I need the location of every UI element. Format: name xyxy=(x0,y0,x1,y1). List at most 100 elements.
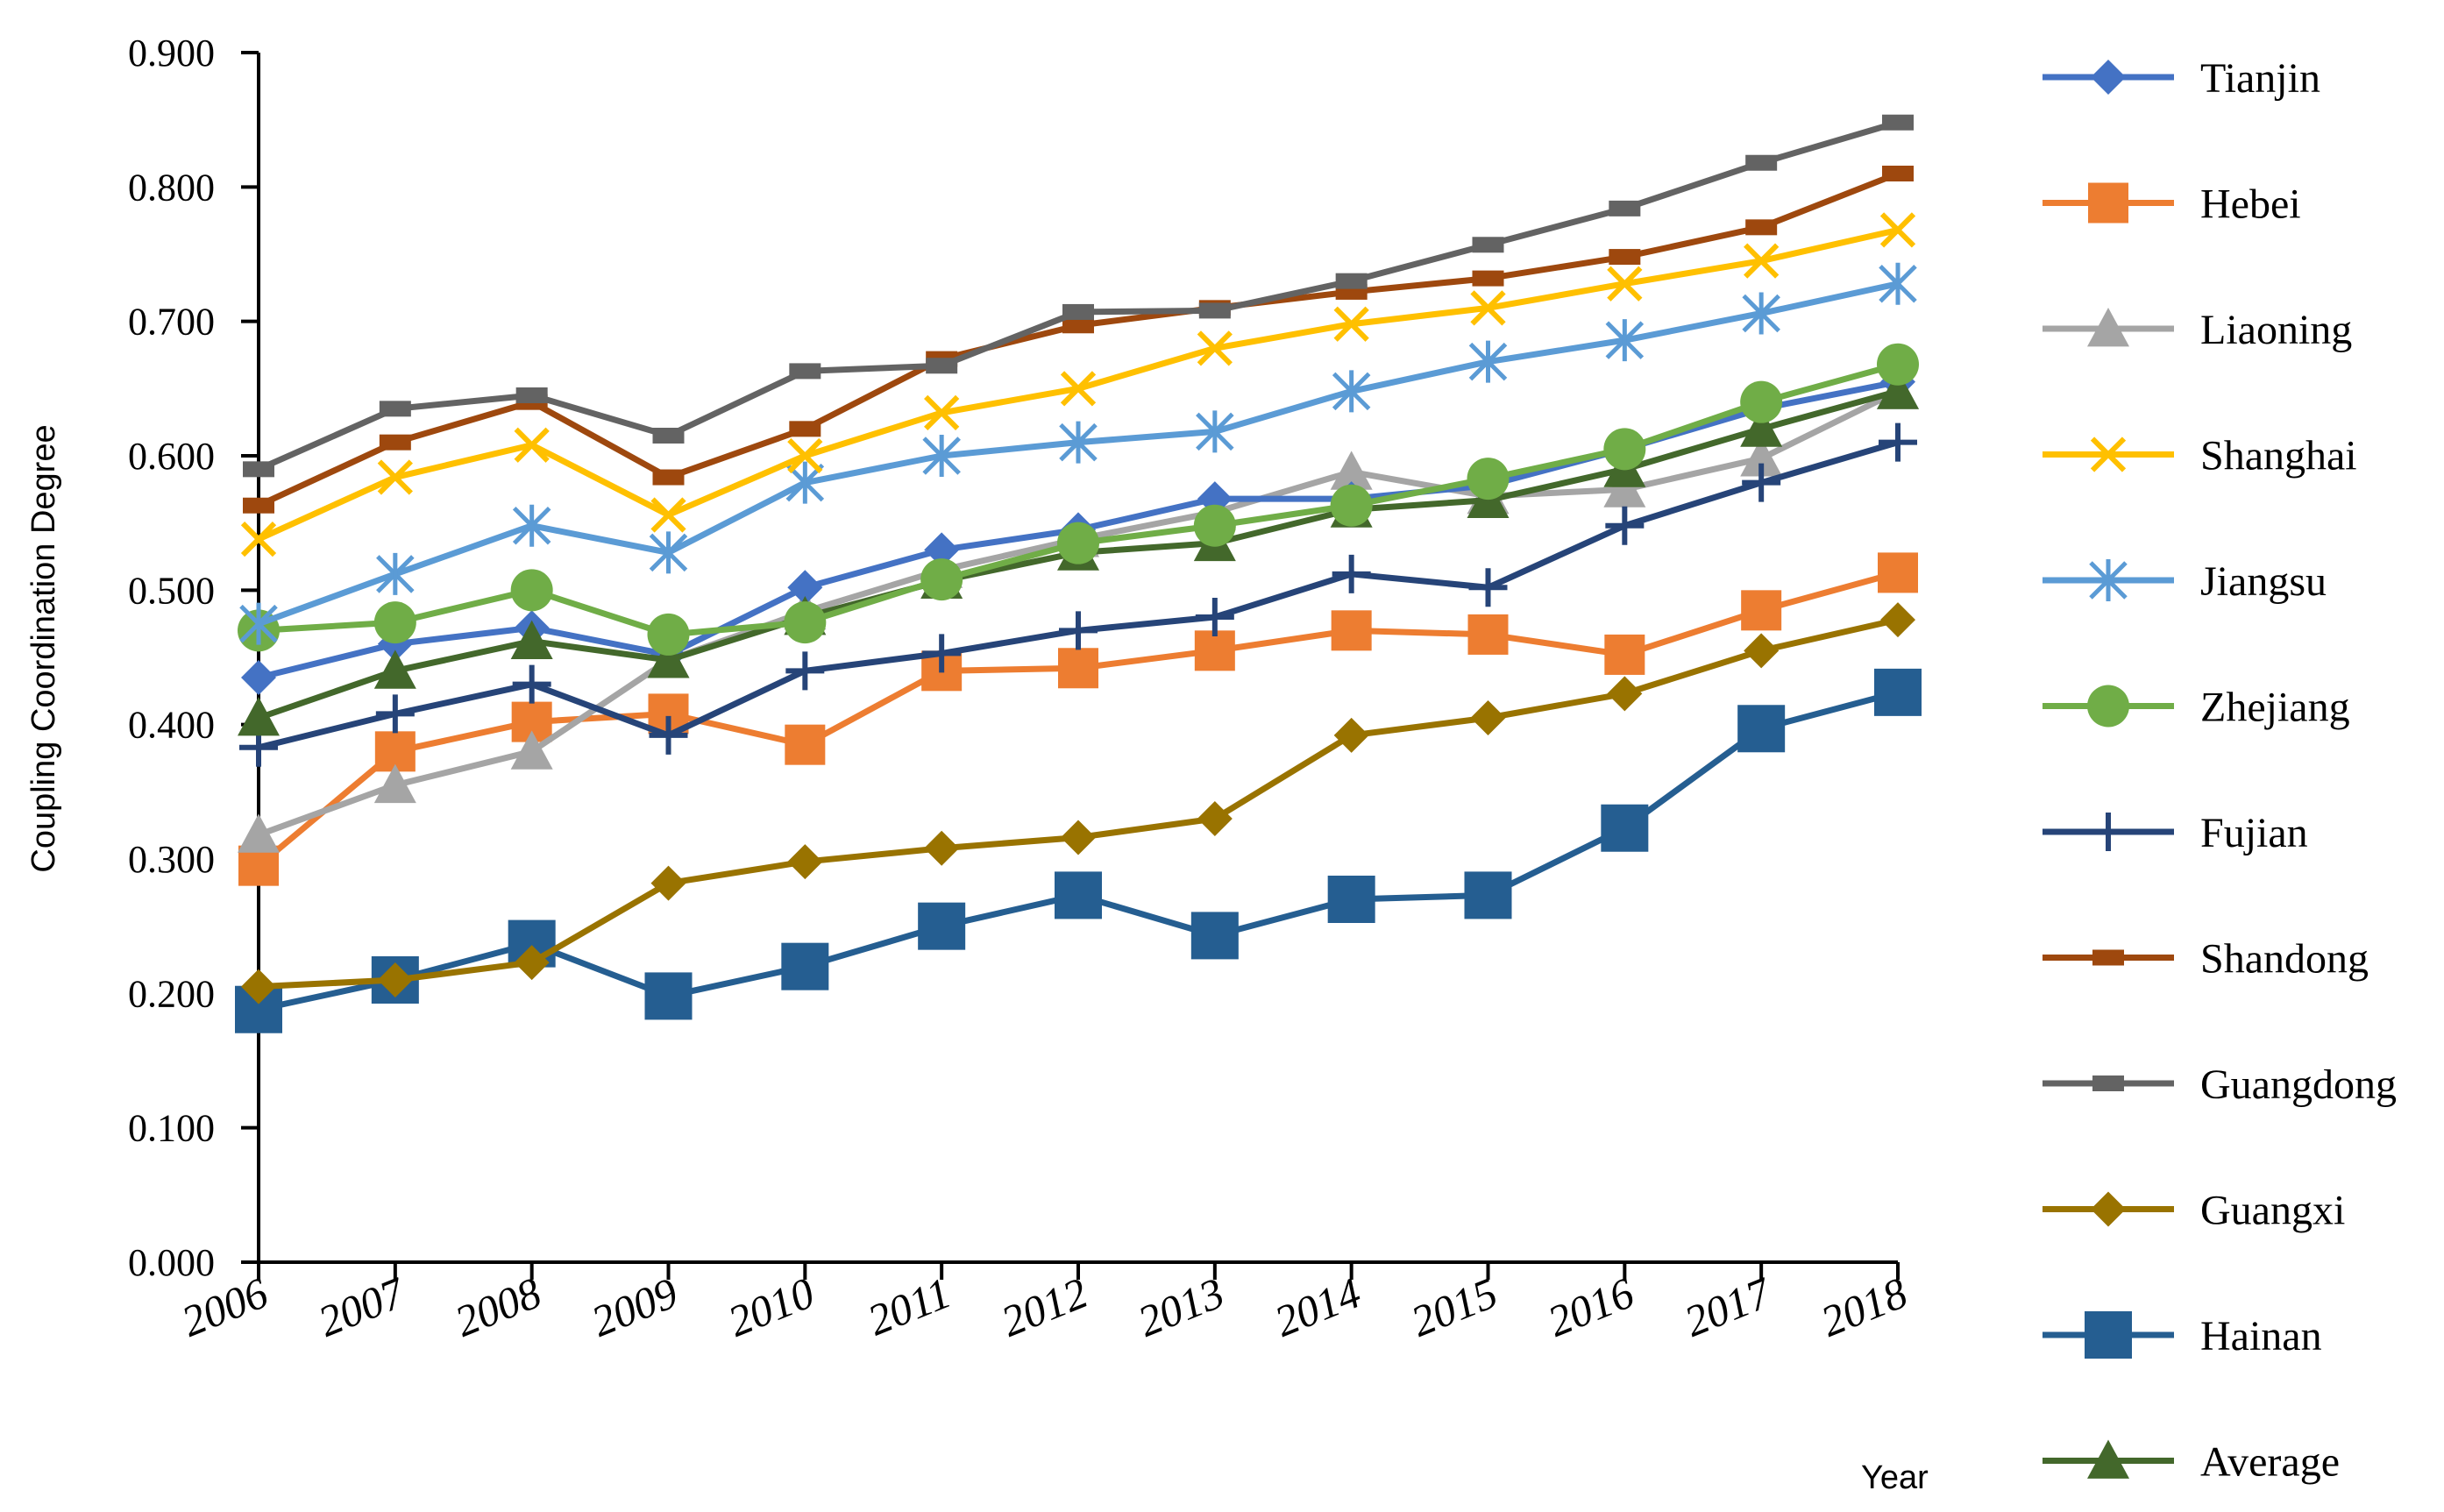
data-point-shanghai-2007 xyxy=(377,459,413,495)
legend-item-zhejiang: Zhejiang xyxy=(2043,685,2350,731)
data-point-hebei-2018 xyxy=(1878,552,1918,593)
legend-marker-shanghai xyxy=(2090,437,2127,472)
data-point-guangxi-2006 xyxy=(241,969,276,1004)
data-point-guangxi-2017 xyxy=(1744,633,1780,669)
data-point-guangdong-2011 xyxy=(926,358,958,374)
plot-area: 0.000 0.100 0.200 0.300 0.400 0.500 0.600 0.700… xyxy=(128,32,1922,1346)
data-point-guangxi-2010 xyxy=(787,844,823,880)
data-point-hebei-2017 xyxy=(1741,590,1782,631)
x-tick-label: 2011 xyxy=(861,1267,957,1345)
data-point-guangdong-2014 xyxy=(1335,273,1368,289)
x-axis-title: Year xyxy=(1861,1459,1929,1496)
marker-stroke xyxy=(1607,266,1643,302)
data-point-shandong-2018 xyxy=(1882,166,1914,181)
data-point-jiangsu-2012 xyxy=(1059,421,1098,464)
data-point-guangxi-2009 xyxy=(650,865,686,901)
data-point-guangxi-2008 xyxy=(514,945,550,981)
data-point-fujian-2007 xyxy=(375,694,415,734)
legend-label-guangdong: Guangdong xyxy=(2200,1061,2397,1108)
x-tick-label: 2007 xyxy=(311,1267,413,1346)
series-guangdong xyxy=(243,114,1914,478)
data-point-liaoning-2007 xyxy=(373,763,416,804)
x-tick-label: 2010 xyxy=(721,1267,821,1345)
data-point-zhejiang-2009 xyxy=(647,613,690,656)
data-point-guangxi-2015 xyxy=(1470,700,1506,735)
x-tick-label: 2008 xyxy=(448,1267,548,1345)
data-point-guangxi-2007 xyxy=(377,962,413,997)
y-tick-label: 0.300 xyxy=(128,838,215,881)
y-tick-label: 0.900 xyxy=(128,32,215,75)
data-point-guangdong-2018 xyxy=(1882,114,1914,131)
series-guangxi xyxy=(241,602,1915,1004)
data-point-zhejiang-2010 xyxy=(784,601,827,644)
data-point-hainan-2009 xyxy=(644,972,693,1020)
data-point-zhejiang-2008 xyxy=(510,569,553,612)
legend-label-guangxi: Guangxi xyxy=(2200,1188,2345,1234)
legend-label-hainan: Hainan xyxy=(2200,1313,2322,1359)
data-point-tianjin-2011 xyxy=(924,532,960,568)
data-point-guangdong-2017 xyxy=(1745,154,1778,171)
data-point-shanghai-2013 xyxy=(1197,330,1233,366)
data-point-shandong-2010 xyxy=(789,421,821,437)
legend-label-shanghai: Shanghai xyxy=(2200,433,2357,479)
legend-item-guangxi: Guangxi xyxy=(2043,1188,2345,1234)
legend: Tianjin Hebei Liaoning Shanghai Jiangsu Zheji… xyxy=(2043,55,2397,1486)
y-tick-label: 0.200 xyxy=(128,972,215,1015)
data-point-fujian-2014 xyxy=(1332,554,1371,593)
data-point-hainan-2011 xyxy=(918,902,966,950)
legend-marker-tianjin xyxy=(2091,60,2126,95)
data-point-jiangsu-2011 xyxy=(922,435,961,477)
legend-label-hebei: Hebei xyxy=(2200,181,2301,228)
legend-item-hebei: Hebei xyxy=(2043,181,2301,228)
data-point-guangdong-2006 xyxy=(243,461,274,478)
data-point-jiangsu-2013 xyxy=(1196,410,1234,453)
series-hebei xyxy=(238,552,1918,886)
data-point-shanghai-2018 xyxy=(1879,212,1916,248)
data-point-zhejiang-2016 xyxy=(1603,428,1646,471)
data-point-zhejiang-2015 xyxy=(1467,458,1510,500)
y-tick-label: 0.100 xyxy=(128,1107,215,1150)
data-point-guangdong-2016 xyxy=(1609,200,1641,217)
marker-stroke xyxy=(1470,290,1506,326)
data-point-guangdong-2015 xyxy=(1472,237,1504,253)
legend-marker-guangdong xyxy=(2092,1075,2124,1091)
data-point-guangdong-2008 xyxy=(515,387,548,403)
data-point-shandong-2007 xyxy=(379,434,411,451)
data-point-average-2008 xyxy=(510,620,553,659)
data-point-jiangsu-2017 xyxy=(1742,292,1780,335)
legend-item-shanghai: Shanghai xyxy=(2043,433,2357,479)
data-point-shandong-2009 xyxy=(652,469,685,486)
data-point-fujian-2015 xyxy=(1468,568,1508,607)
data-point-hainan-2015 xyxy=(1464,871,1512,919)
data-point-hainan-2014 xyxy=(1327,876,1375,923)
data-point-guangxi-2016 xyxy=(1607,676,1643,712)
data-point-jiangsu-2018 xyxy=(1879,262,1917,305)
data-point-shandong-2012 xyxy=(1062,317,1094,334)
legend-label-shandong: Shandong xyxy=(2200,936,2369,983)
legend-marker-hebei xyxy=(2088,182,2128,224)
legend-marker-liaoning xyxy=(2087,308,2129,347)
marker-stroke xyxy=(1879,212,1916,248)
data-point-hainan-2016 xyxy=(1601,804,1649,852)
y-axis-title: Coupling Coordination Degree xyxy=(25,424,62,872)
y-tick-label: 0.500 xyxy=(128,569,215,612)
data-point-guangdong-2009 xyxy=(652,428,685,444)
data-point-fujian-2008 xyxy=(512,664,551,704)
data-point-jiangsu-2015 xyxy=(1468,340,1508,383)
data-point-tianjin-2006 xyxy=(241,660,276,695)
legend-item-average: Average xyxy=(2043,1439,2340,1486)
legend-label-average: Average xyxy=(2200,1439,2340,1486)
legend-marker-hainan xyxy=(2085,1311,2132,1359)
data-point-shanghai-2015 xyxy=(1470,290,1506,326)
data-point-fujian-2013 xyxy=(1195,598,1234,636)
data-point-guangdong-2013 xyxy=(1198,302,1231,319)
data-point-tianjin-2010 xyxy=(787,570,823,606)
data-point-jiangsu-2006 xyxy=(239,602,278,645)
legend-item-hainan: Hainan xyxy=(2043,1311,2322,1359)
data-point-jiangsu-2016 xyxy=(1605,319,1645,362)
data-point-jiangsu-2007 xyxy=(376,552,415,595)
data-point-hebei-2015 xyxy=(1467,614,1509,655)
legend-item-guangdong: Guangdong xyxy=(2043,1061,2397,1108)
